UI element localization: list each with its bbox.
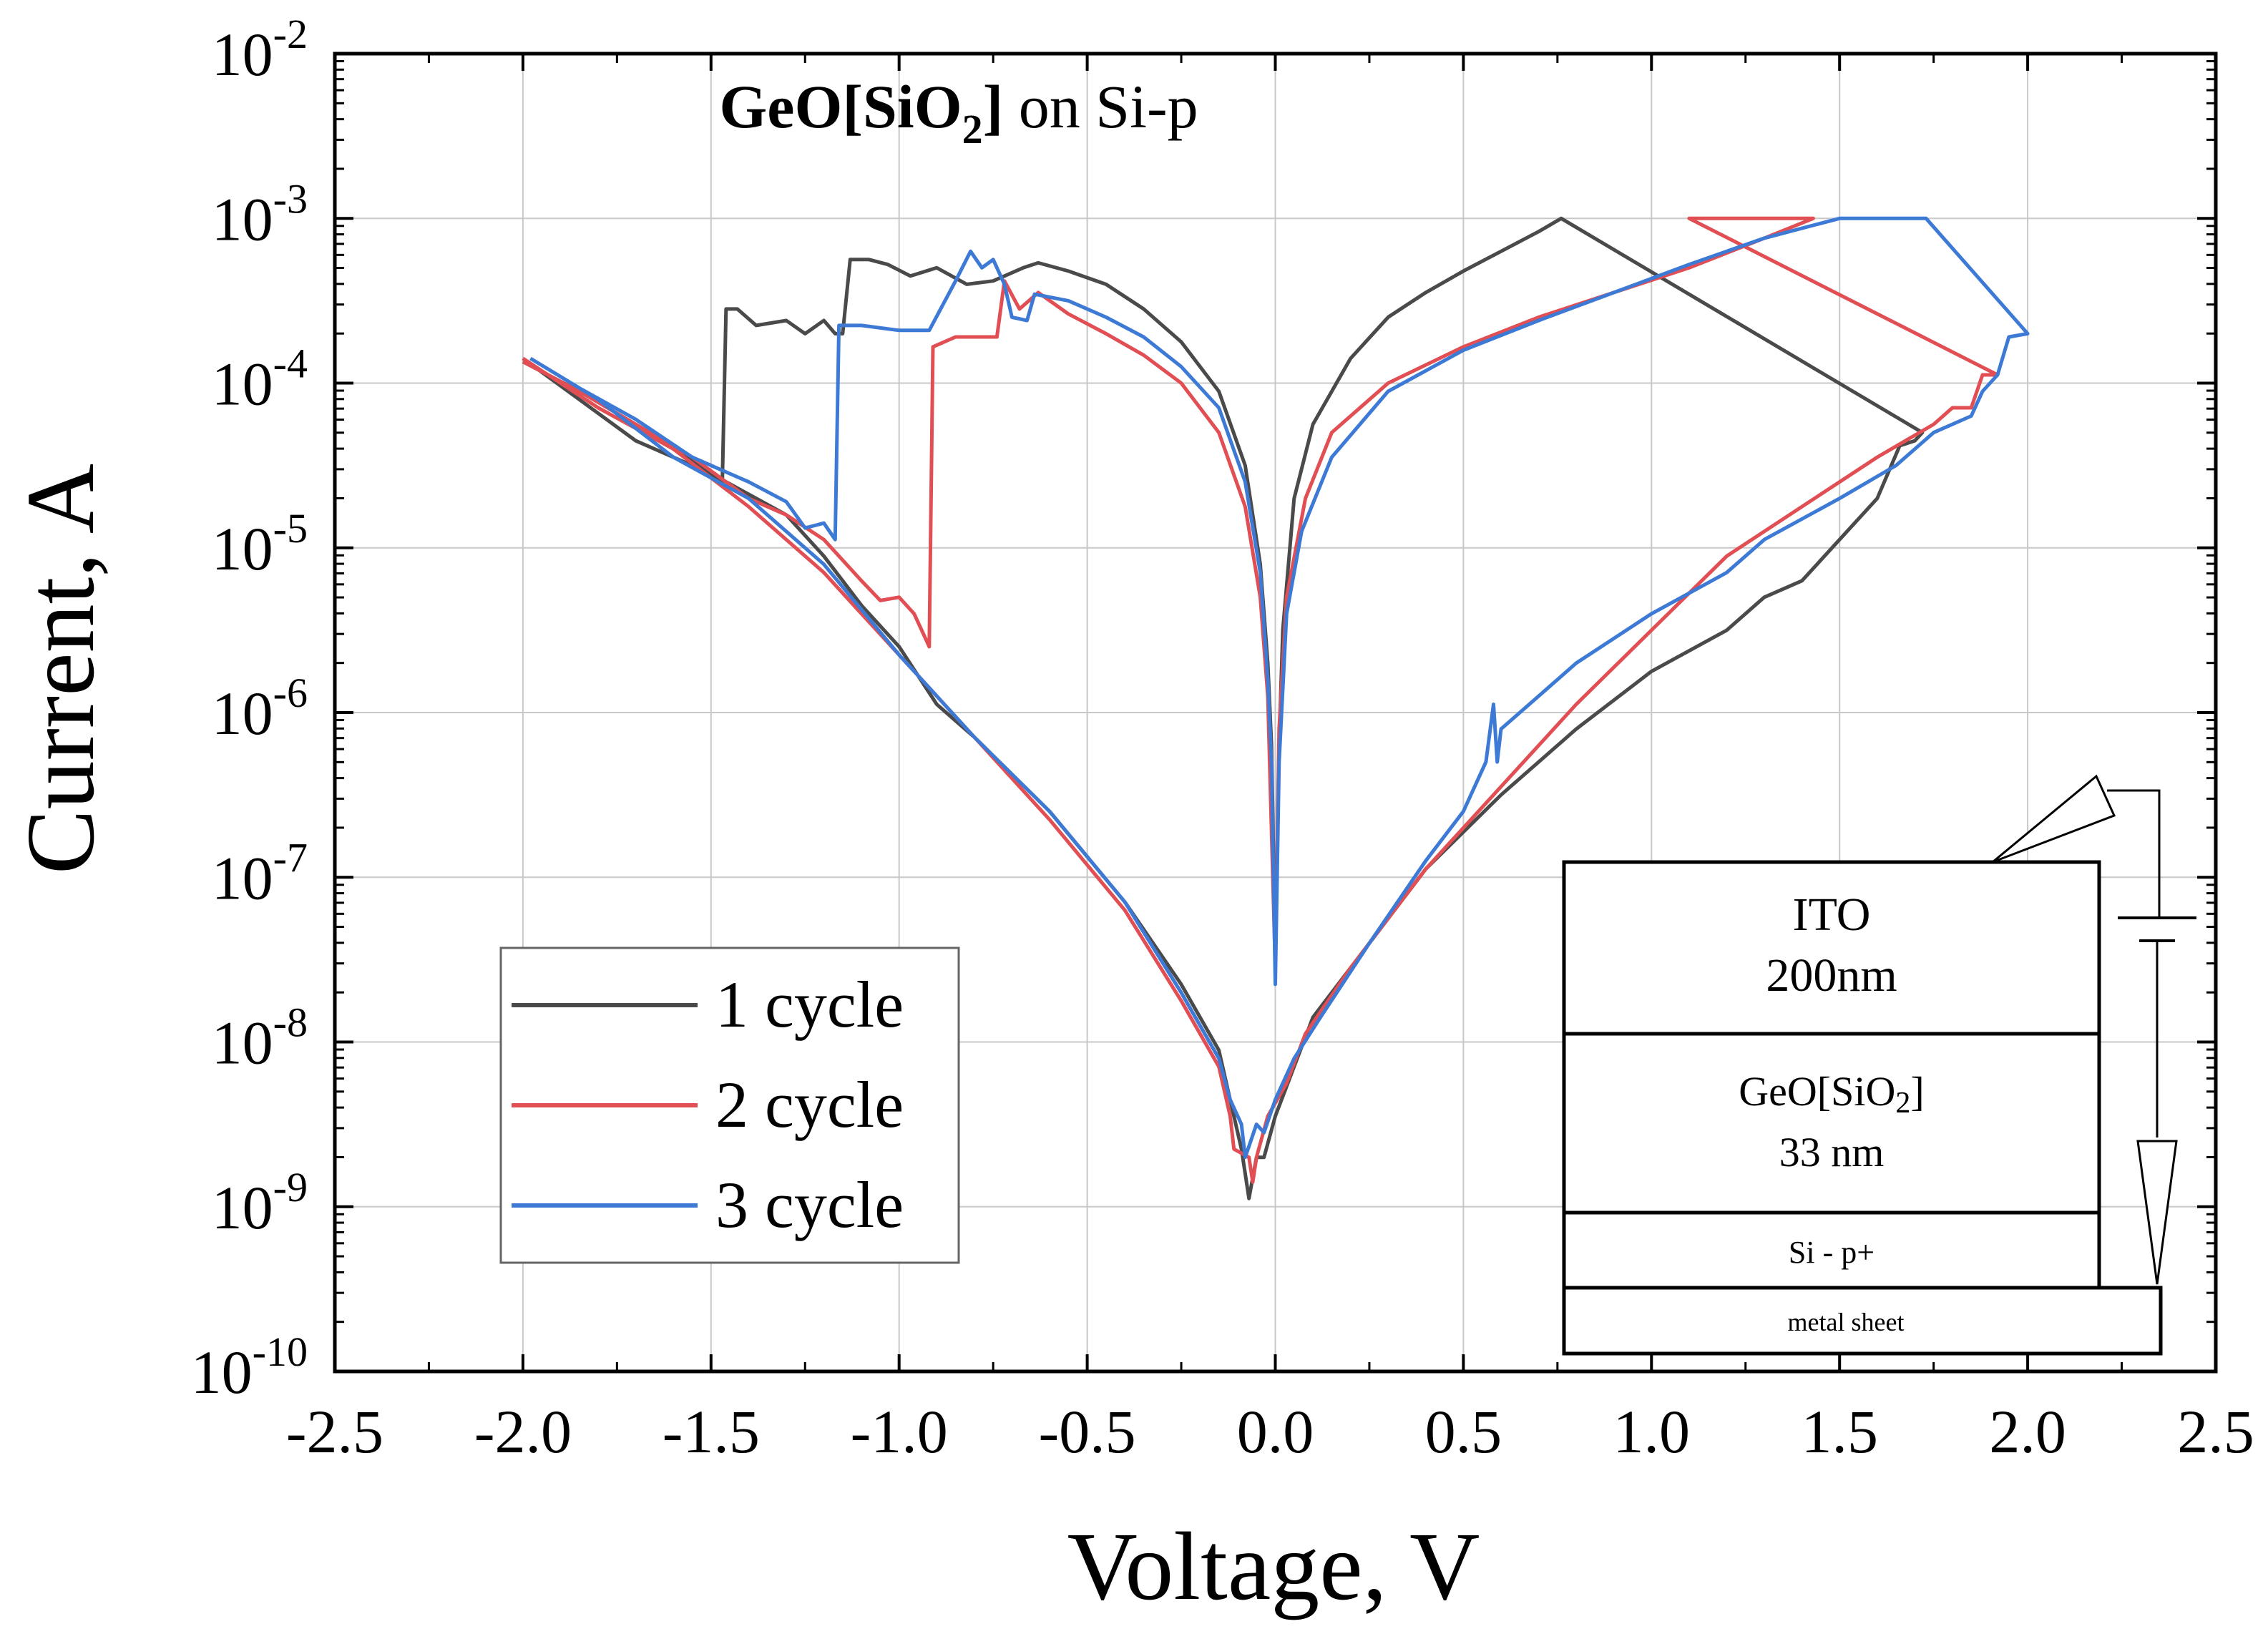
x-tick-label: 2.0 [1989,1397,2066,1466]
layer-geo-sio2-thickness: 33 nm [1779,1129,1885,1175]
x-tick-labels: -2.5 -2.0 -1.5 -1.0 -0.5 0.0 0.5 1.0 1.5 2.0 2.5 [286,1397,2254,1466]
legend-label-2-cycle: 2 cycle [715,1068,904,1141]
series-line-1-cycle [522,216,1925,1200]
device-structure-inset: ITO 200nm GeO[SiO2] 33 nm Si - p+ metal … [1562,774,2196,1356]
legend-label-1-cycle: 1 cycle [715,968,904,1041]
x-tick-label: 2.5 [2177,1397,2254,1466]
probe-wire [2107,789,2161,918]
x-tick-label: -2.5 [286,1397,383,1466]
layer-geo-sio2 [1562,1032,2101,1215]
layer-ito-thickness: 200nm [1766,949,1897,1002]
y-axis-label: Current, A [7,464,114,874]
layer-si-p-label: Si - p+ [1789,1235,1874,1270]
series-layer [522,216,2030,1200]
y-tick-label: 10-3 [212,175,308,253]
series-line-3-cycle [529,216,2030,1160]
y-tick-label: 10-4 [212,341,308,419]
x-tick-label: 0.0 [1237,1397,1314,1466]
layer-si-p [1562,1210,2101,1290]
axis-ticks [333,52,2217,1373]
layer-metal-sheet [1562,1286,2163,1356]
x-tick-label: 0.5 [1425,1397,1502,1466]
x-tick-label: -1.5 [663,1397,760,1466]
x-tick-label: -1.0 [851,1397,948,1466]
x-tick-label: -2.0 [474,1397,572,1466]
x-tick-label: -0.5 [1039,1397,1136,1466]
x-tick-label: 1.5 [1801,1397,1878,1466]
x-tick-label: 1.0 [1613,1397,1691,1466]
y-tick-label: 10-6 [212,670,308,748]
y-tick-label: 10-7 [212,834,308,912]
y-tick-label: 10-2 [212,11,308,89]
layer-ito-name: ITO [1793,889,1871,941]
layer-metal-sheet-label: metal sheet [1788,1308,1905,1336]
y-tick-labels: 10-10 10-9 10-8 10-7 10-6 10-5 10-4 10-3 10-2 [191,11,308,1406]
legend: 1 cycle 2 cycle 3 cycle [499,946,960,1264]
bottom-probe-icon [2136,1140,2178,1285]
x-axis-label: Voltage, V [1067,1513,1480,1620]
layer-ito [1562,860,2101,1036]
probe-tip-icon [1992,774,2116,863]
y-tick-label: 10-9 [212,1164,308,1242]
y-tick-label: 10-10 [191,1329,308,1406]
legend-label-3-cycle: 3 cycle [715,1168,904,1241]
y-tick-label: 10-8 [212,999,308,1077]
layer-geo-sio2-name: GeO[SiO2] [1739,1068,1924,1120]
chart-title: GeO[SiO2] on Si-p [719,72,1198,152]
y-tick-label: 10-5 [212,505,308,583]
